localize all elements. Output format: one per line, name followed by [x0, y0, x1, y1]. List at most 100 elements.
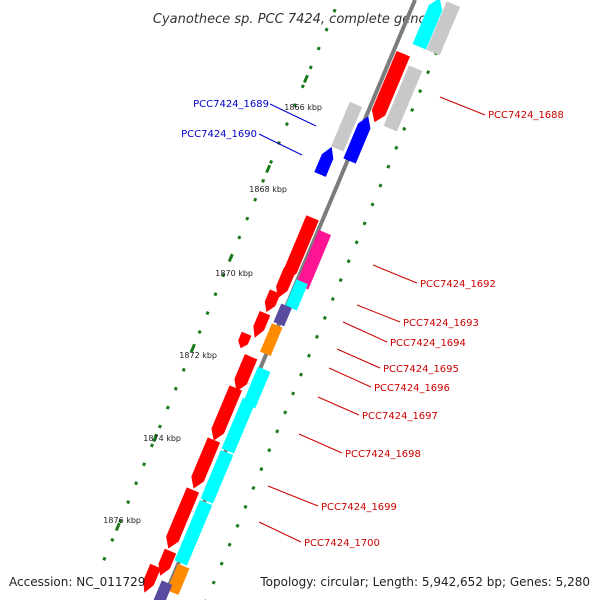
track-dot [259, 467, 264, 472]
track-dot [126, 500, 131, 505]
gene-feature[interactable] [191, 437, 221, 489]
track-dot [354, 240, 359, 245]
gene-feature[interactable] [259, 323, 283, 357]
label-leader-line [298, 433, 343, 454]
track-dot [253, 197, 258, 202]
gene-feature[interactable] [276, 267, 296, 299]
tick-label-1868: 1868 kbp [249, 185, 287, 194]
track-dot [300, 84, 305, 89]
track-dot [205, 311, 210, 316]
track-dot [291, 391, 296, 396]
label-leader-line [267, 485, 319, 507]
gene-feature[interactable] [295, 229, 332, 290]
feature-layer [143, 0, 461, 600]
gene-feature[interactable] [426, 1, 461, 56]
tick-label-1872: 1872 kbp [179, 351, 217, 360]
gene-feature[interactable] [174, 499, 213, 566]
gene-feature[interactable] [331, 101, 363, 152]
gene-feature[interactable] [285, 279, 308, 311]
track-dot [362, 221, 367, 226]
gene-label-pcc7424-1700[interactable]: PCC7424_1700 [304, 538, 380, 549]
major-tick [227, 253, 234, 263]
track-dot [150, 443, 155, 448]
track-dot [306, 353, 311, 358]
gene-feature[interactable] [238, 331, 252, 349]
track-dot [330, 296, 335, 302]
label-leader-line [258, 521, 302, 543]
gene-feature[interactable] [242, 366, 271, 409]
gene-feature[interactable] [314, 146, 334, 177]
gene-label-pcc7424-1689[interactable]: PCC7424_1689 [193, 99, 269, 110]
gene-feature[interactable] [166, 487, 200, 549]
track-dot [118, 518, 123, 524]
gene-feature[interactable] [343, 116, 371, 164]
gene-feature[interactable] [273, 303, 292, 327]
gene-label-pcc7424-1695[interactable]: PCC7424_1695 [383, 364, 459, 375]
track-dot [332, 8, 337, 13]
track-dot [219, 561, 224, 566]
track-dot [386, 164, 391, 169]
track-dot [237, 235, 242, 240]
gene-feature[interactable] [383, 65, 423, 132]
track-dot [418, 89, 423, 94]
gene-feature[interactable] [264, 289, 281, 313]
label-leader-line [342, 321, 388, 343]
track-dot [110, 537, 115, 542]
track-dot [221, 273, 226, 278]
track-dot [402, 126, 407, 131]
label-leader-line [439, 96, 486, 116]
tick-label-1874: 1874 kbp [143, 434, 181, 443]
gene-label-pcc7424-1699[interactable]: PCC7424_1699 [321, 502, 397, 513]
track-dot [292, 103, 297, 108]
track-dot [181, 367, 186, 372]
gene-label-pcc7424-1697[interactable]: PCC7424_1697 [362, 411, 438, 422]
track-dot [394, 145, 399, 150]
track-dot [269, 159, 274, 164]
gene-feature[interactable] [166, 563, 190, 595]
major-tick [265, 164, 272, 174]
gene-feature[interactable] [234, 354, 258, 392]
gene-feature[interactable] [153, 580, 173, 600]
track-dot [245, 216, 250, 221]
track-dot [251, 485, 256, 491]
label-leader-line [372, 264, 418, 284]
track-dot [314, 334, 319, 339]
gene-label-pcc7424-1694[interactable]: PCC7424_1694 [390, 338, 466, 349]
track-dot [197, 329, 202, 335]
tick-label-1866: 1866 kbp [284, 103, 322, 112]
gene-feature[interactable] [253, 310, 271, 338]
track-dot [316, 46, 321, 51]
gene-feature[interactable] [371, 50, 411, 123]
gene-feature[interactable] [211, 385, 243, 441]
gene-label-pcc7424-1692[interactable]: PCC7424_1692 [420, 279, 496, 290]
track-dot [261, 178, 266, 183]
track-dot [284, 122, 289, 127]
track-dot [283, 410, 288, 415]
track-dot [346, 259, 351, 264]
gene-feature[interactable] [158, 548, 177, 576]
tick-label-1876: 1876 kbp [103, 516, 141, 525]
track-dot [410, 107, 415, 113]
track-dot [324, 27, 329, 32]
track-dot [165, 405, 170, 410]
track-dot [173, 386, 178, 391]
track-dot [308, 65, 313, 70]
track-dot [338, 278, 343, 283]
gene-label-pcc7424-1696[interactable]: PCC7424_1696 [374, 383, 450, 394]
track-dot [235, 523, 240, 528]
gene-feature[interactable] [143, 563, 161, 593]
label-leader-line [336, 348, 381, 369]
track-dot [267, 448, 272, 453]
gene-label-pcc7424-1690[interactable]: PCC7424_1690 [181, 129, 257, 140]
track-dot [211, 580, 216, 585]
label-leader-line [328, 367, 372, 388]
track-dot [102, 556, 107, 561]
gene-label-pcc7424-1693[interactable]: PCC7424_1693 [403, 318, 479, 329]
gene-label-pcc7424-1698[interactable]: PCC7424_1698 [345, 449, 421, 460]
gene-label-pcc7424-1688[interactable]: PCC7424_1688 [488, 110, 564, 121]
gene-feature[interactable] [221, 397, 256, 454]
track-dot [426, 70, 431, 75]
gene-feature[interactable] [200, 449, 234, 504]
gene-feature[interactable] [412, 0, 443, 50]
